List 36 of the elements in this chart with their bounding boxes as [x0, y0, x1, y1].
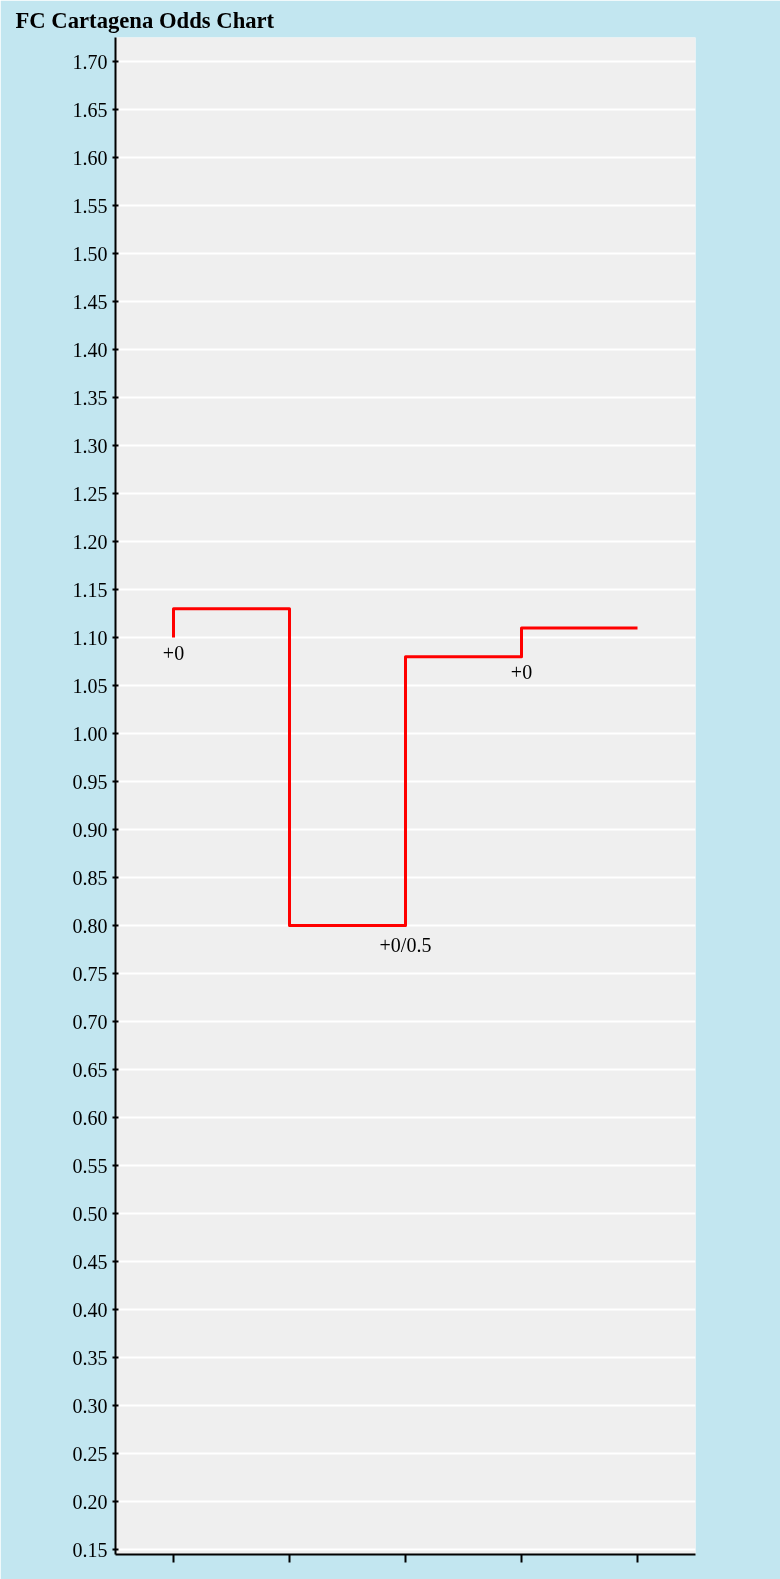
y-tick-label: 1.70: [72, 50, 108, 73]
y-tick-label: 1.60: [72, 146, 108, 169]
y-tick-label: 0.25: [72, 1442, 108, 1465]
y-tick-label: 1.20: [72, 530, 108, 553]
y-tick-label: 0.55: [72, 1154, 108, 1177]
y-tick-label: 1.40: [72, 338, 108, 361]
y-tick-label: 1.55: [72, 194, 108, 217]
y-tick-label: 0.30: [72, 1394, 108, 1417]
y-tick-label: 1.15: [72, 578, 108, 601]
y-tick-label: 0.90: [72, 818, 108, 841]
y-tick-label: 1.10: [72, 626, 108, 649]
y-tick-label: 0.20: [72, 1490, 108, 1513]
y-tick-label: 1.50: [72, 242, 108, 265]
y-tick-label: 0.65: [72, 1058, 108, 1081]
y-tick-label: 0.70: [72, 1010, 108, 1033]
y-tick-label: 0.40: [72, 1298, 108, 1321]
chart-title: FC Cartagena Odds Chart: [15, 7, 275, 33]
y-tick-label: 0.50: [72, 1202, 108, 1225]
y-tick-label: 0.85: [72, 866, 108, 889]
y-tick-label: 1.30: [72, 434, 108, 457]
y-tick-label: 0.95: [72, 770, 108, 793]
y-tick-label: 0.15: [72, 1538, 108, 1561]
annotation: +0: [162, 641, 185, 664]
annotation: +0/0.5: [379, 933, 432, 956]
y-tick-label: 1.00: [72, 722, 108, 745]
y-tick-label: 0.60: [72, 1106, 108, 1129]
y-tick-label: 0.75: [72, 962, 108, 985]
y-tick-label: 1.65: [72, 98, 108, 121]
y-tick-label: 1.45: [72, 290, 108, 313]
annotation: +0: [510, 660, 533, 683]
y-tick-label: 0.35: [72, 1346, 108, 1369]
y-tick-label: 0.80: [72, 914, 108, 937]
y-tick-label: 1.25: [72, 482, 108, 505]
y-tick-label: 1.35: [72, 386, 108, 409]
y-tick-label: 0.45: [72, 1250, 108, 1273]
y-tick-label: 1.05: [72, 674, 108, 697]
